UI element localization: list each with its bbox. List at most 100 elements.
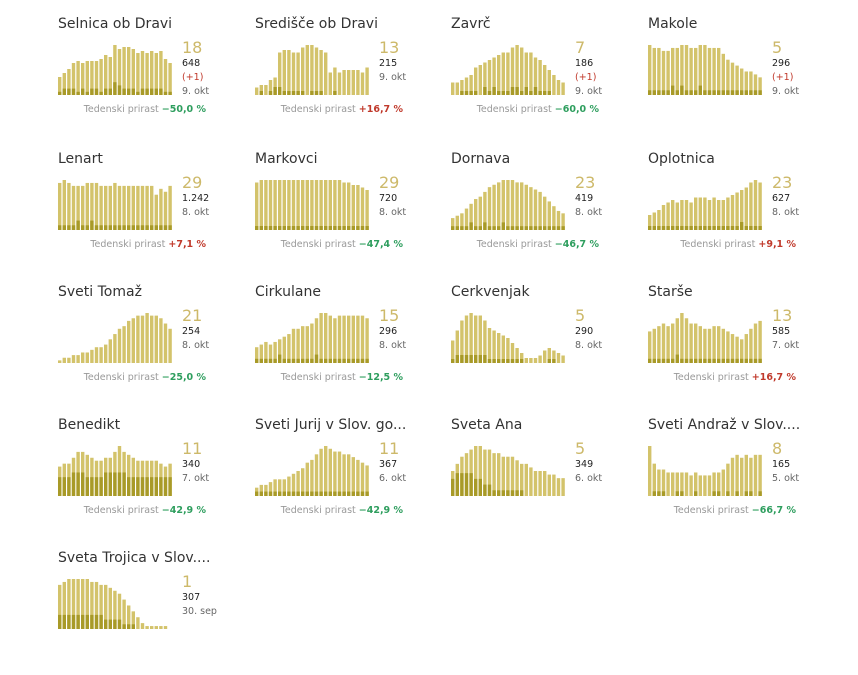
sparkline-bar-dark [113, 82, 117, 95]
sparkline-bar [689, 475, 693, 496]
sparkline-bar [351, 185, 355, 230]
sparkline-bar [268, 344, 273, 363]
sparkline-bar [464, 77, 469, 95]
sparkline-bar [273, 479, 277, 496]
sparkline-bar [314, 180, 319, 230]
sparkline-bar-dark [694, 226, 698, 230]
sparkline-bar-dark [758, 491, 762, 496]
sparkline-bar [657, 326, 661, 363]
sparkline-bar-dark [529, 91, 533, 95]
sparkline-bar [104, 584, 108, 629]
sparkline-bar-dark [469, 355, 473, 363]
sparkline-bar-dark [474, 478, 478, 496]
sparkline-bar-dark [698, 85, 702, 95]
municipality-name: Starše [648, 284, 693, 300]
sparkline-bar-dark [113, 619, 117, 629]
sparkline-bar-dark [255, 491, 259, 496]
sparkline-bar-dark [684, 358, 689, 363]
municipality-card: Sveti Jurij v Slov. go... 11 367 6. okt Tede… [255, 417, 445, 542]
sparkline-bar-dark [460, 355, 464, 363]
sparkline-bar [264, 85, 268, 95]
sparkline-bar [347, 315, 351, 363]
weekly-growth: Tedenski prirast +9,1 % [680, 239, 796, 250]
weekly-growth-value: −42,9 % [358, 505, 403, 516]
sparkline-bar [268, 482, 273, 496]
sparkline-bar [698, 326, 702, 363]
sparkline-bar [520, 182, 524, 230]
sparkline-bar [85, 352, 89, 363]
sparkline-bar [71, 185, 76, 230]
sparkline-bar [510, 180, 515, 230]
sparkline-bar-dark [127, 225, 131, 230]
sparkline-bar [62, 357, 66, 363]
sparkline-bar-dark [90, 477, 94, 496]
sparkline-bar [94, 61, 99, 95]
sparkline-bar [117, 593, 122, 629]
sparkline-bar [717, 200, 721, 230]
sparkline-bar [556, 210, 561, 230]
sparkline-bar-dark [122, 88, 126, 95]
sparkline-bar-dark [680, 226, 684, 230]
sparkline-bar [113, 182, 117, 230]
sparkline-bar-dark [314, 91, 319, 95]
sparkline-bar [85, 182, 89, 230]
sparkline-bar-dark [71, 88, 76, 95]
sparkline-bar-dark [451, 359, 455, 363]
sparkline-bar-dark [492, 226, 496, 230]
sparkline-bar [675, 202, 679, 230]
sparkline-bar-dark [328, 491, 332, 496]
sparkline-bar [278, 479, 282, 496]
sparkline-bar-dark [127, 624, 131, 629]
sparkline-chart [58, 446, 172, 496]
sparkline-bar [648, 45, 652, 95]
sparkline-bar [657, 210, 661, 230]
sparkline-bar [529, 52, 533, 95]
sparkline-bar [76, 61, 80, 95]
sparkline-bar-dark [273, 491, 277, 496]
sparkline-bar [81, 63, 85, 95]
sparkline-bar [99, 584, 103, 629]
sparkline-bar-dark [675, 90, 679, 95]
sparkline-bar-dark [268, 491, 273, 496]
sparkline-bar [497, 333, 501, 363]
sparkline-bar-dark [168, 91, 172, 95]
sparkline-bar [455, 215, 459, 230]
sparkline-bar [140, 315, 145, 363]
municipality-name: Sveta Ana [451, 417, 523, 433]
sparkline-bar [168, 328, 172, 363]
sparkline-bar-dark [501, 91, 505, 95]
sparkline-bar [726, 331, 730, 363]
sparkline-bar [492, 330, 496, 363]
sparkline-bar-dark [469, 473, 473, 496]
sparkline-bar [287, 180, 291, 230]
sparkline-bar-dark [131, 477, 135, 496]
sparkline-bar [538, 60, 542, 95]
update-date: 9. okt [772, 86, 800, 97]
sparkline-bar [94, 581, 99, 629]
sparkline-bar [712, 47, 716, 95]
sparkline-bar [159, 318, 163, 363]
sparkline-bar [451, 82, 455, 95]
total-cases-value: 296 [772, 58, 791, 69]
sparkline-bar-dark [351, 491, 355, 496]
sparkline-bar-dark [99, 477, 103, 496]
sparkline-bar [510, 47, 515, 95]
sparkline-bar-dark [547, 91, 551, 95]
municipality-name: Markovci [255, 151, 318, 167]
sparkline-bar [510, 456, 515, 496]
sparkline-bar [259, 180, 263, 230]
sparkline-bar-dark [547, 359, 551, 363]
sparkline-bar-dark [712, 226, 716, 230]
sparkline-bar-dark [533, 226, 538, 230]
sparkline-bar [721, 469, 725, 496]
sparkline-bar [506, 456, 510, 496]
sparkline-bar [273, 180, 277, 230]
sparkline-bar [717, 47, 721, 95]
sparkline-chart [451, 180, 565, 230]
sparkline-bar [67, 357, 71, 363]
sparkline-bar-dark [255, 226, 259, 230]
sparkline-bar-dark [726, 491, 730, 496]
sparkline-bar-dark [81, 88, 85, 95]
sparkline-bar [360, 187, 365, 230]
sparkline-bar-dark [666, 90, 670, 95]
